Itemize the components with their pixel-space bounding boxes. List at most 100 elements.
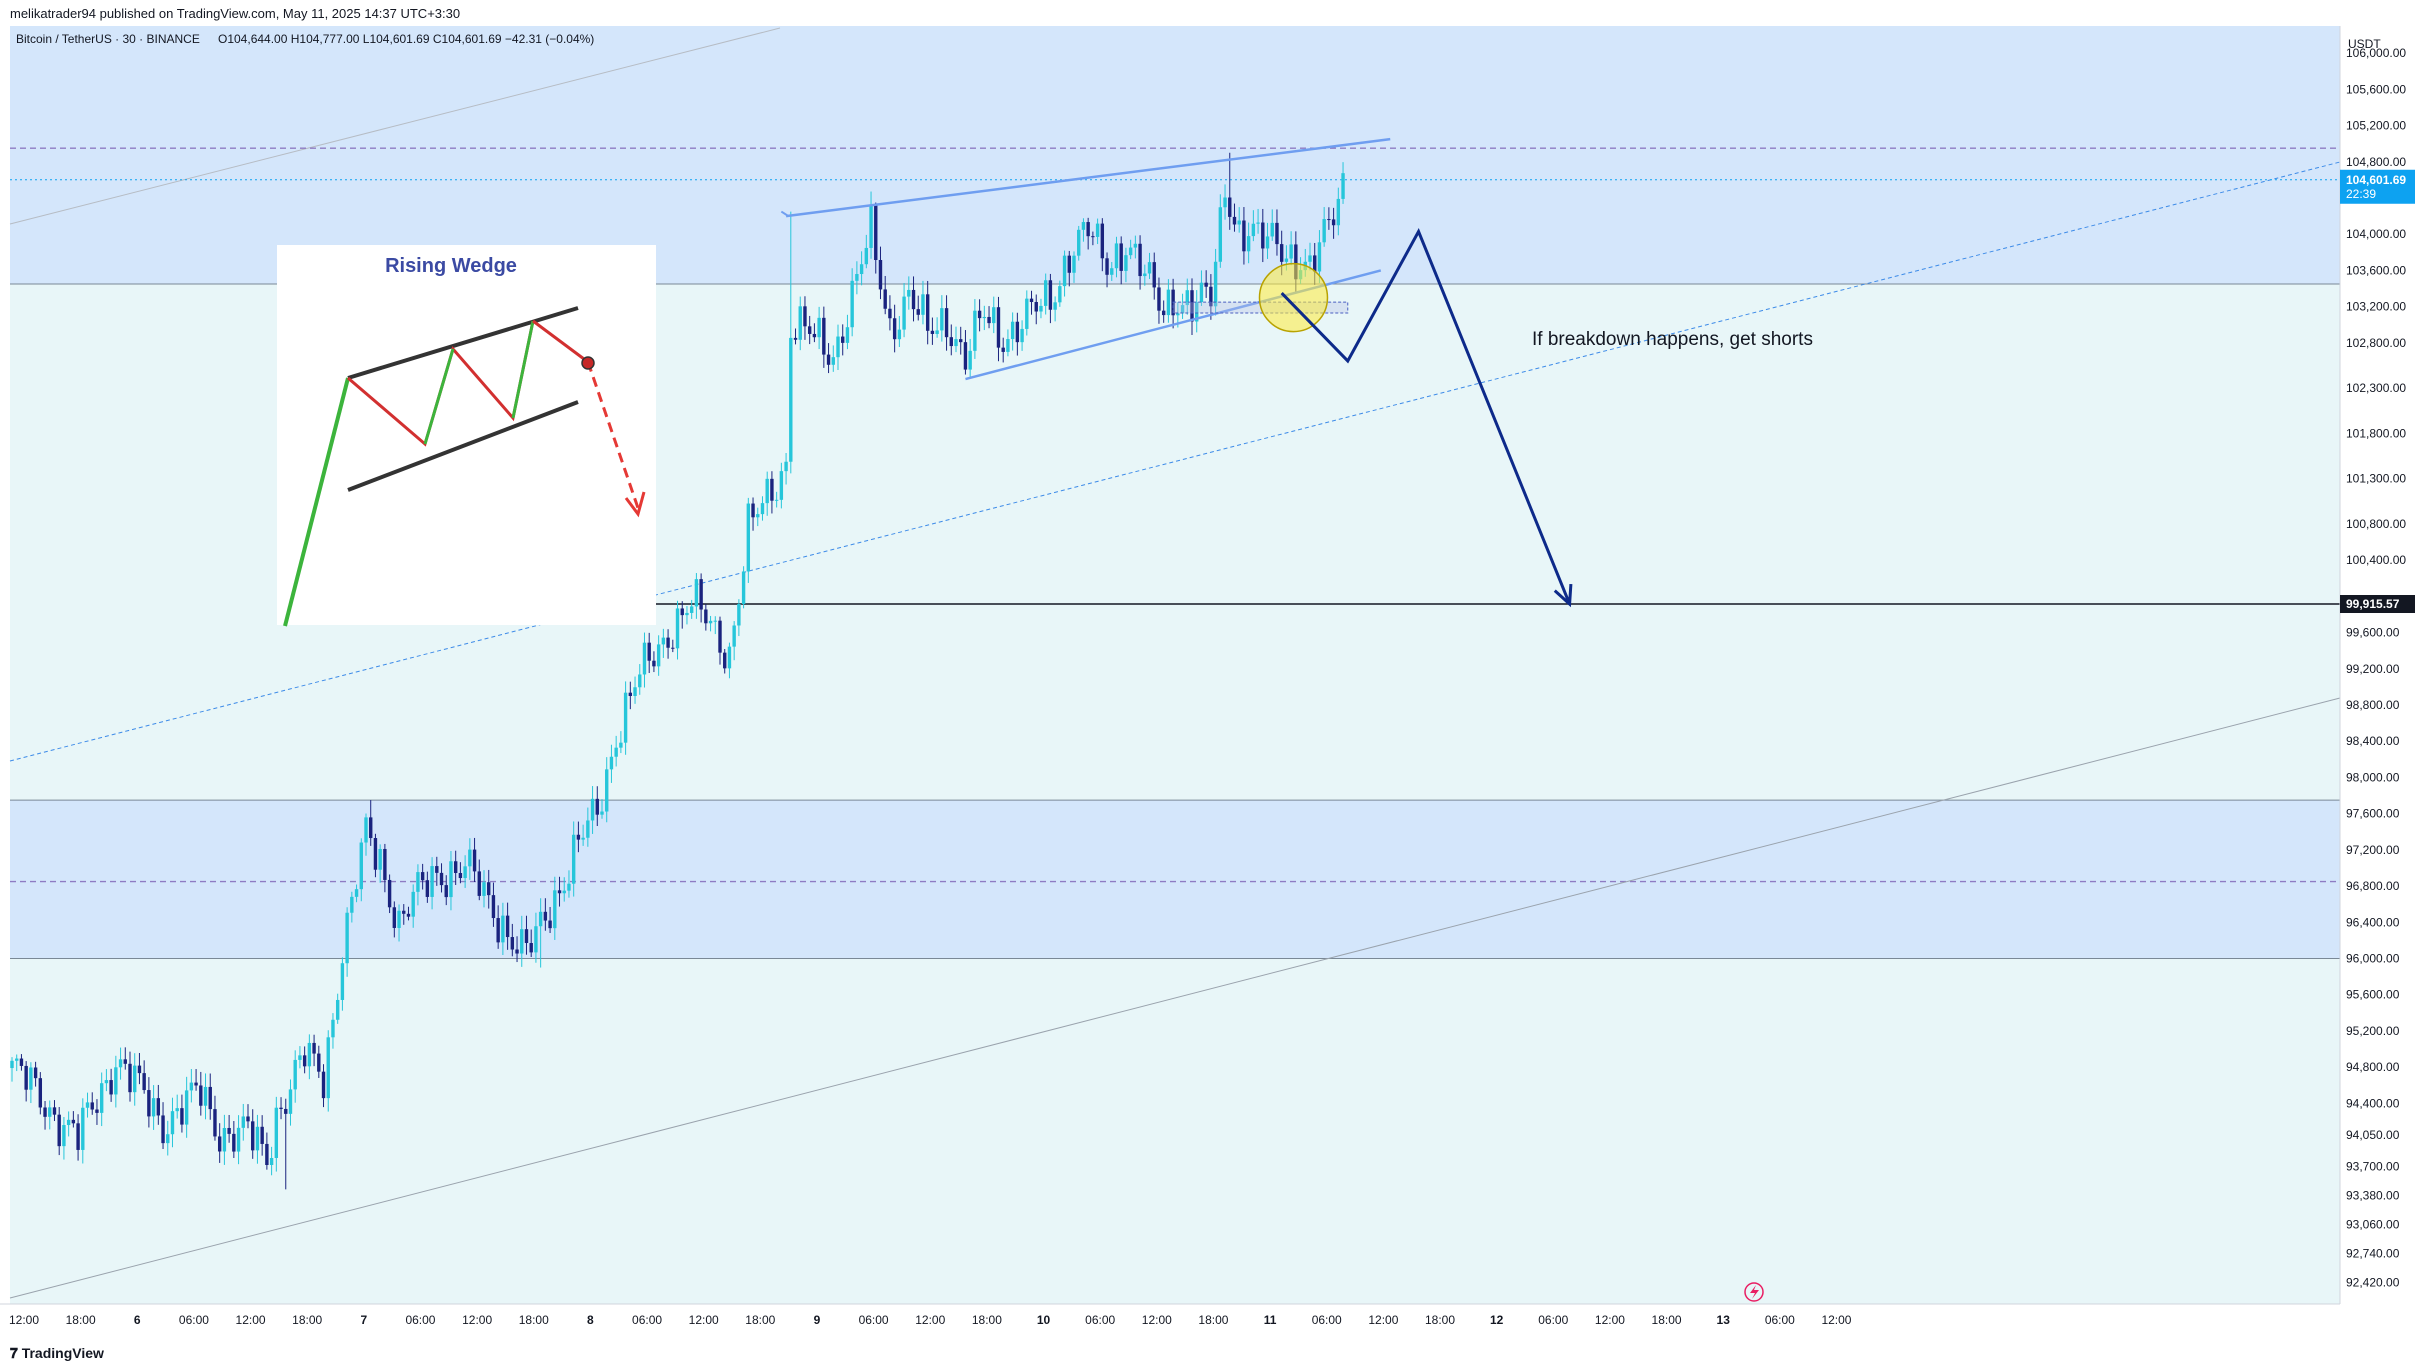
candle-body-10 — [57, 1114, 61, 1147]
candle-54 — [265, 1132, 269, 1170]
candle-body-208 — [992, 307, 996, 324]
price-tick-22: 96,000.00 — [2346, 951, 2400, 965]
price-tick-32: 92,420.00 — [2346, 1276, 2400, 1290]
candle-35 — [175, 1094, 179, 1119]
candle-body-181 — [864, 247, 869, 265]
candle-58 — [284, 1098, 288, 1190]
candle-body-66 — [321, 1071, 326, 1099]
time-tick-9: 18:00 — [519, 1313, 549, 1327]
candle-body-114 — [548, 920, 552, 929]
candle-body-210 — [1001, 347, 1005, 352]
candle-body-85 — [411, 891, 415, 917]
candle-body-65 — [317, 1053, 321, 1072]
candle-42 — [208, 1073, 212, 1120]
candle-9 — [52, 1100, 57, 1122]
candle-body-193 — [921, 294, 925, 315]
candle-266 — [1265, 222, 1270, 259]
candle-267 — [1270, 209, 1274, 241]
candle-body-128 — [614, 747, 618, 757]
candle-81 — [392, 901, 397, 938]
candle-202 — [963, 330, 968, 375]
candle-body-0 — [10, 1060, 14, 1069]
candle-70 — [340, 957, 345, 1011]
candle-226 — [1077, 225, 1081, 261]
candle-body-63 — [307, 1042, 312, 1067]
candle-body-243 — [1157, 287, 1161, 311]
candle-255 — [1213, 248, 1218, 316]
candle-body-164 — [784, 461, 788, 472]
lightning-icon[interactable] — [1744, 1282, 1764, 1302]
price-axis-currency: USDT — [2348, 37, 2381, 51]
candle-body-70 — [340, 963, 345, 1000]
candle-3 — [24, 1061, 28, 1102]
candle-86 — [416, 864, 420, 906]
candle-49 — [241, 1103, 245, 1141]
candle-body-244 — [1161, 310, 1166, 316]
candle-body-278 — [1322, 219, 1326, 243]
candle-119 — [571, 821, 576, 897]
price-tick-12: 100,400.00 — [2346, 553, 2406, 567]
candle-body-267 — [1270, 222, 1274, 237]
candle-97 — [468, 838, 472, 880]
candle-224 — [1067, 250, 1071, 287]
candle-236 — [1124, 247, 1128, 283]
candle-body-15 — [81, 1107, 85, 1150]
candle-248 — [1180, 293, 1185, 319]
candle-body-69 — [335, 999, 340, 1020]
candle-51 — [251, 1109, 255, 1159]
candle-89 — [430, 857, 434, 910]
time-tick-29: 18:00 — [1652, 1313, 1682, 1327]
candle-body-255 — [1213, 261, 1218, 307]
candle-body-136 — [652, 660, 656, 667]
inset-upper-line — [347, 306, 579, 380]
candle-body-42 — [208, 1086, 212, 1110]
candle-67 — [326, 1030, 330, 1112]
candle-body-245 — [1166, 289, 1171, 316]
candle-body-196 — [935, 330, 939, 334]
candle-32 — [161, 1102, 165, 1149]
candle-body-130 — [623, 692, 628, 743]
candle-body-156 — [746, 503, 751, 572]
candle-body-132 — [633, 687, 637, 697]
ohlc-legend: O104,644.00 H104,777.00 L104,601.69 C104… — [218, 32, 594, 46]
candle-195 — [930, 317, 935, 345]
candle-239 — [1138, 235, 1142, 290]
projection-path — [1280, 228, 1571, 605]
candle-body-217 — [1034, 302, 1038, 312]
inset-arrow-head — [624, 491, 646, 518]
candle-body-122 — [586, 820, 590, 838]
candle-body-117 — [562, 890, 566, 894]
candle-105 — [505, 902, 510, 950]
candle-150 — [718, 616, 722, 665]
candle-body-137 — [656, 644, 661, 667]
candle-129 — [619, 731, 623, 754]
candle-50 — [246, 1104, 250, 1129]
candle-240 — [1143, 264, 1147, 286]
candle-134 — [642, 632, 647, 688]
candle-181 — [864, 234, 869, 269]
candle-body-144 — [689, 606, 694, 613]
price-tick-14: 99,200.00 — [2346, 662, 2400, 676]
candle-body-64 — [312, 1042, 316, 1054]
candle-55 — [269, 1146, 274, 1176]
time-tick-27: 06:00 — [1538, 1313, 1568, 1327]
price-axis-bg — [2340, 26, 2425, 1338]
inset-impulse-leg — [283, 377, 350, 627]
candle-223 — [1062, 250, 1067, 297]
candle-138 — [661, 628, 666, 658]
candle-body-177 — [845, 327, 850, 343]
wedge-upper-line — [785, 137, 1391, 218]
candle-body-107 — [515, 949, 519, 954]
candle-body-158 — [756, 514, 760, 518]
candle-body-161 — [770, 478, 774, 501]
candle-body-94 — [453, 861, 458, 874]
candle-body-215 — [1025, 298, 1029, 329]
candle-body-119 — [571, 834, 576, 884]
candle-body-277 — [1317, 242, 1322, 272]
countdown-label: 22:39 — [2346, 187, 2376, 201]
tradingview-brand[interactable]: 𝟕 TradingView — [10, 1345, 104, 1361]
candle-body-36 — [180, 1108, 184, 1125]
candle-47 — [232, 1121, 236, 1158]
candle-body-214 — [1020, 328, 1024, 343]
